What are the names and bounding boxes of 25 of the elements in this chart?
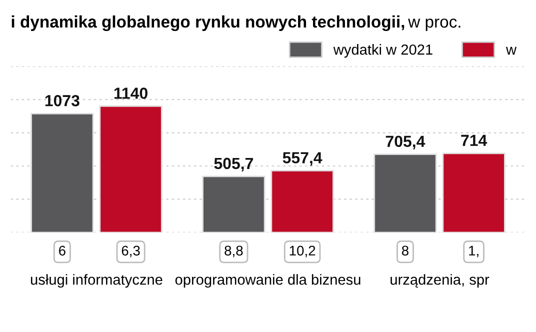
data-label: 714 — [461, 134, 488, 146]
text: 1, — [469, 246, 478, 258]
chart-title: i dynamika globalnego rynku nowych technologii, — [12, 15, 404, 32]
x-tick-label: urządzenia, spr — [390, 274, 490, 288]
bar — [270, 170, 334, 232]
data-label: 1140 — [114, 88, 148, 99]
text: 8,8 — [224, 246, 243, 258]
bar — [202, 176, 266, 232]
bar — [30, 112, 94, 232]
bar — [99, 106, 162, 232]
chart-subtitle: w proc. — [408, 18, 460, 32]
x-tick-label: usługi informatyczne — [30, 274, 162, 288]
legend-label: wydatki w 2021 — [333, 44, 432, 58]
data-label: 1073 — [45, 95, 80, 106]
text: 8 — [402, 246, 408, 256]
data-label: 705,4 — [386, 136, 426, 150]
data-label: 505,7 — [214, 158, 253, 172]
legend-label: w — [506, 46, 517, 55]
x-tick-label: oprogramowanie dla biznesu — [175, 274, 360, 288]
bar — [374, 154, 437, 232]
text: 6,3 — [122, 246, 140, 258]
text: 6 — [59, 246, 66, 256]
data-label: 557,4 — [282, 152, 322, 166]
text: 10,2 — [290, 246, 316, 258]
bar — [442, 152, 506, 232]
